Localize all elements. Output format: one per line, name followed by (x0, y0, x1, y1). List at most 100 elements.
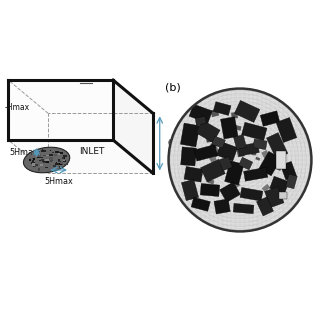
Bar (63, 160, 66, 162)
Bar (58, 161, 61, 162)
Bar (38, 154, 41, 156)
Bar (266, 167, 272, 173)
Bar (46, 161, 49, 164)
Bar (257, 197, 274, 216)
Bar (196, 120, 220, 143)
Bar (236, 148, 245, 157)
Bar (225, 161, 244, 185)
Bar (273, 160, 284, 171)
Bar (39, 157, 43, 158)
Bar (32, 164, 35, 166)
Bar (52, 158, 53, 161)
Bar (44, 155, 46, 156)
Bar (29, 159, 31, 161)
Bar (194, 145, 218, 161)
Bar (260, 111, 280, 126)
Bar (54, 154, 57, 156)
Bar (50, 150, 51, 151)
Bar (181, 180, 199, 201)
Text: -Hmax: -Hmax (5, 103, 30, 112)
Text: 5Hmax: 5Hmax (10, 148, 38, 157)
Bar (49, 157, 53, 160)
Bar (32, 160, 34, 162)
Bar (43, 149, 44, 152)
Bar (184, 166, 203, 182)
Bar (211, 109, 219, 117)
Bar (62, 164, 63, 165)
Bar (220, 117, 238, 139)
Bar (58, 163, 62, 165)
Ellipse shape (23, 147, 70, 173)
Bar (53, 165, 56, 167)
Bar (33, 158, 35, 160)
Bar (281, 161, 297, 180)
Bar (259, 151, 281, 176)
Bar (189, 104, 212, 123)
Bar (38, 156, 41, 157)
Bar (37, 151, 40, 152)
Bar (189, 156, 196, 162)
Bar (206, 134, 214, 143)
Bar (52, 158, 53, 161)
Bar (217, 142, 238, 161)
Bar (210, 144, 217, 148)
Bar (261, 150, 269, 158)
Bar (62, 157, 64, 159)
Bar (64, 164, 68, 165)
Bar (42, 161, 46, 162)
Bar (55, 151, 59, 153)
Bar (34, 164, 36, 167)
Bar (55, 163, 59, 165)
Bar (59, 166, 60, 167)
Bar (208, 179, 214, 184)
Bar (38, 168, 40, 171)
Text: INLET: INLET (79, 147, 104, 156)
Bar (33, 164, 35, 167)
Bar (238, 143, 259, 156)
Bar (43, 162, 47, 163)
Bar (200, 159, 225, 182)
Bar (211, 149, 220, 158)
Bar (45, 159, 49, 161)
Bar (213, 102, 231, 116)
Bar (208, 154, 217, 163)
Bar (242, 122, 267, 140)
Bar (49, 154, 52, 156)
Bar (31, 152, 32, 155)
Bar (200, 183, 220, 196)
Bar (45, 167, 48, 168)
Bar (33, 153, 35, 155)
Bar (50, 159, 52, 162)
Polygon shape (113, 80, 153, 173)
Bar (58, 159, 60, 161)
Bar (194, 123, 204, 132)
Bar (224, 126, 228, 131)
Bar (64, 156, 65, 159)
Bar (31, 162, 35, 164)
Bar (40, 164, 43, 166)
Bar (231, 112, 238, 119)
Bar (191, 197, 210, 211)
Circle shape (169, 89, 311, 231)
Bar (233, 204, 254, 214)
Bar (276, 151, 286, 169)
Bar (49, 152, 50, 154)
Bar (58, 153, 60, 155)
Bar (37, 156, 41, 158)
Bar (35, 164, 37, 166)
Bar (63, 155, 67, 156)
Polygon shape (8, 80, 113, 140)
Bar (59, 152, 63, 154)
Bar (211, 145, 219, 154)
Bar (234, 135, 246, 150)
Text: (b): (b) (165, 83, 181, 93)
Bar (41, 159, 44, 161)
Bar (219, 156, 232, 171)
Bar (234, 125, 242, 131)
Bar (195, 170, 202, 178)
Bar (214, 199, 230, 214)
Bar (63, 160, 65, 161)
Bar (181, 147, 196, 166)
Bar (267, 132, 288, 159)
Text: 6Hmax: 6Hmax (167, 139, 196, 148)
